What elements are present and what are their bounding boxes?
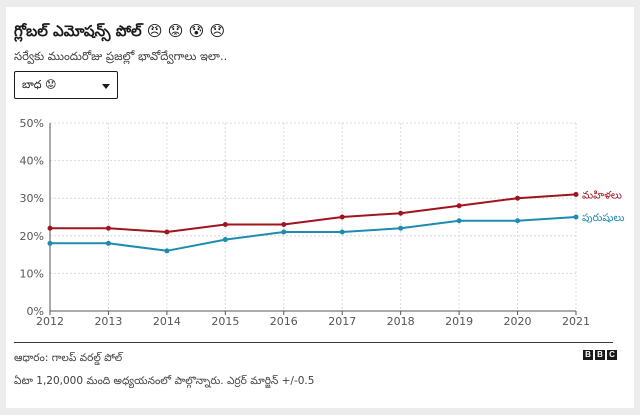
data-point — [515, 195, 521, 201]
data-point — [515, 218, 521, 224]
x-tick-label: 2016 — [270, 315, 298, 328]
bbc-logo: B B C — [583, 350, 617, 360]
emotion-select-value: బాధ 😟 — [22, 78, 57, 91]
bbc-logo-letter: B — [595, 350, 605, 360]
x-tick-label: 2020 — [504, 315, 532, 328]
emotion-select[interactable]: బాధ 😟 — [14, 71, 118, 99]
data-point — [281, 222, 287, 228]
data-point — [47, 225, 53, 231]
x-tick-label: 2017 — [328, 315, 356, 328]
data-point — [456, 218, 462, 224]
series-line-0 — [50, 193, 577, 233]
data-point — [105, 225, 111, 231]
methodology-note: ఏటా 1,20,000 మంది అధ్యయనంలో పాల్గొన్నారు… — [14, 375, 315, 387]
y-tick-label: 20% — [20, 230, 44, 243]
data-point — [339, 214, 345, 220]
data-point — [398, 210, 404, 216]
source-text: ఆధారం: గాలప్ వరల్డ్ పోల్ — [14, 352, 123, 364]
chart-subtitle: సర్వేకు ముందురోజు ప్రజల్లో భావోద్వేగాలు … — [14, 49, 228, 63]
data-point — [222, 237, 228, 243]
y-tick-label: 10% — [20, 267, 44, 280]
x-tick-label: 2014 — [153, 315, 181, 328]
data-point — [573, 191, 579, 197]
x-tick-label: 2019 — [445, 315, 473, 328]
y-tick-label: 40% — [20, 155, 44, 168]
data-point — [281, 229, 287, 235]
data-point — [339, 229, 345, 235]
x-tick-label: 2018 — [387, 315, 415, 328]
chart-title: గ్లోబల్ ఎమోషన్స్ పోల్ 😠 😟 😰 😞 — [14, 22, 226, 40]
chevron-down-icon — [102, 84, 110, 89]
x-tick-label: 2015 — [211, 315, 239, 328]
x-tick-label: 2013 — [94, 315, 122, 328]
data-point — [222, 222, 228, 228]
data-point — [164, 229, 170, 235]
data-point — [47, 240, 53, 246]
bbc-logo-letter: C — [607, 350, 617, 360]
y-tick-label: 30% — [20, 192, 44, 205]
data-point — [573, 214, 579, 220]
x-tick-label: 2012 — [36, 315, 64, 328]
footer-divider — [14, 342, 613, 343]
bbc-logo-letter: B — [583, 350, 593, 360]
series-line-1 — [50, 216, 577, 252]
data-point — [164, 248, 170, 254]
series-label: పురుషులు — [582, 212, 625, 224]
data-point — [105, 240, 111, 246]
series-label: మహిళలు — [582, 189, 622, 201]
data-point — [398, 225, 404, 231]
x-tick-label: 2021 — [562, 315, 590, 328]
line-chart: 0% 10% 20% 30% 40% 50% 2012 2013 2014 2015 2016 201… — [20, 117, 625, 328]
y-tick-label: 50% — [20, 117, 44, 130]
data-point — [456, 203, 462, 209]
y-tick-label: 0% — [27, 305, 44, 318]
